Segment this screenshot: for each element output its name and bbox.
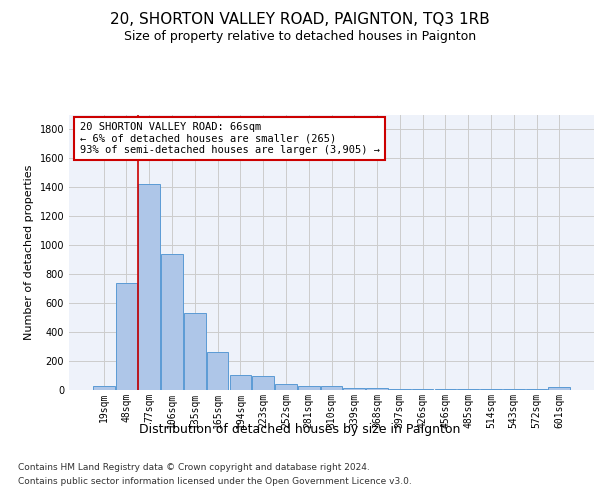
Bar bbox=[343, 388, 365, 390]
Text: Contains public sector information licensed under the Open Government Licence v3: Contains public sector information licen… bbox=[18, 478, 412, 486]
Bar bbox=[161, 254, 183, 390]
Text: Distribution of detached houses by size in Paignton: Distribution of detached houses by size … bbox=[139, 422, 461, 436]
Bar bbox=[366, 388, 388, 390]
Text: 20, SHORTON VALLEY ROAD, PAIGNTON, TQ3 1RB: 20, SHORTON VALLEY ROAD, PAIGNTON, TQ3 1… bbox=[110, 12, 490, 28]
Bar bbox=[207, 352, 229, 390]
Bar bbox=[320, 386, 343, 390]
Bar bbox=[93, 386, 115, 390]
Text: Size of property relative to detached houses in Paignton: Size of property relative to detached ho… bbox=[124, 30, 476, 43]
Y-axis label: Number of detached properties: Number of detached properties bbox=[24, 165, 34, 340]
Bar bbox=[253, 376, 274, 390]
Bar bbox=[139, 184, 160, 390]
Bar bbox=[275, 384, 297, 390]
Bar bbox=[230, 375, 251, 390]
Text: Contains HM Land Registry data © Crown copyright and database right 2024.: Contains HM Land Registry data © Crown c… bbox=[18, 462, 370, 471]
Bar bbox=[548, 387, 570, 390]
Text: 20 SHORTON VALLEY ROAD: 66sqm
← 6% of detached houses are smaller (265)
93% of s: 20 SHORTON VALLEY ROAD: 66sqm ← 6% of de… bbox=[79, 122, 380, 155]
Bar bbox=[116, 283, 137, 390]
Bar bbox=[298, 386, 320, 390]
Bar bbox=[184, 314, 206, 390]
